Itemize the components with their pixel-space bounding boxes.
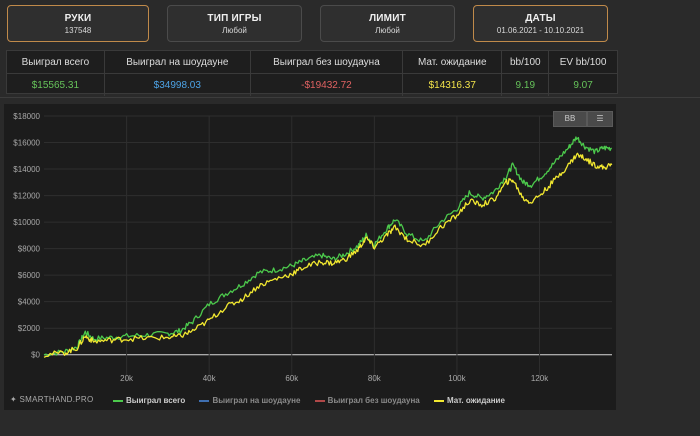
y-tick-label: $8000	[18, 245, 41, 254]
y-tick-label: $10000	[13, 218, 40, 227]
stats-header: bb/100	[501, 51, 549, 74]
legend-swatch	[113, 399, 123, 402]
stats-value-row: $15565.31 $34998.03 -$19432.72 $14316.37…	[7, 73, 617, 96]
legend-label: Выиграл на шоудауне	[212, 396, 301, 405]
filter-limit[interactable]: ЛИМИТ Любой	[320, 5, 455, 42]
y-tick-label: $18000	[13, 112, 40, 121]
x-tick-label: 60k	[285, 374, 299, 383]
y-tick-label: $16000	[13, 139, 40, 148]
filter-limit-value: Любой	[375, 26, 400, 35]
stats-header: Выиграл без шоудауна	[249, 51, 403, 74]
bb-toggle-button[interactable]: BB	[553, 111, 587, 127]
x-tick-label: 80k	[368, 374, 382, 383]
stat-bb100: 9.19	[501, 73, 549, 96]
y-tick-label: $2000	[18, 324, 41, 333]
stats-header: EV bb/100	[548, 51, 617, 74]
winnings-chart: $0 $2000 $4000 $6000 $8000 $10000 $12000 $14000…	[13, 112, 613, 383]
filter-hands[interactable]: РУКИ 137548	[7, 5, 149, 42]
stats-header: Выиграл всего	[7, 51, 105, 74]
series-line-0	[43, 136, 612, 357]
legend-label: Выиграл без шоудауна	[327, 396, 420, 405]
stat-ev-bb100: 9.07	[548, 73, 617, 96]
filter-limit-label: ЛИМИТ	[369, 13, 406, 24]
filter-dates-label: ДАТЫ	[525, 13, 556, 24]
series-line-3	[43, 152, 613, 358]
y-tick-label: $12000	[13, 192, 40, 201]
filter-hands-label: РУКИ	[64, 13, 92, 24]
stats-header: Мат. ожидание	[402, 51, 502, 74]
legend-swatch	[433, 399, 444, 402]
legend-item-total[interactable]: Выиграл всего	[113, 396, 185, 405]
brand-text: SMARTHAND.PRO	[19, 395, 94, 404]
legend-label: Выиграл всего	[126, 396, 186, 405]
stats-header-row: Выиграл всего Выиграл на шоудауне Выигра…	[7, 51, 617, 74]
y-tick-label: $6000	[18, 271, 41, 280]
legend-item-showdown[interactable]: Выиграл на шоудауне	[199, 396, 300, 405]
filter-dates-value: 01.06.2021 - 10.10.2021	[496, 26, 585, 35]
chart-legend: Выиграл всего Выиграл на шоудауне Выигра…	[113, 396, 517, 405]
filter-dates[interactable]: ДАТЫ 01.06.2021 - 10.10.2021	[473, 5, 608, 42]
menu-icon: ☰	[596, 114, 604, 123]
chart-menu-button[interactable]: ☰	[587, 111, 613, 127]
filter-hands-value: 137548	[64, 26, 92, 35]
stat-non-showdown-won: -$19432.72	[249, 73, 403, 96]
x-tick-label: 100k	[448, 374, 466, 383]
y-tick-label: $4000	[18, 298, 41, 307]
legend-item-expectation[interactable]: Мат. ожидание	[433, 396, 505, 405]
y-tick-label: $14000	[13, 165, 40, 174]
legend-swatch	[314, 399, 325, 402]
x-tick-label: 40k	[203, 374, 217, 383]
legend-swatch	[199, 399, 210, 402]
stats-header: Выиграл на шоудауне	[103, 51, 251, 74]
x-tick-label: 20k	[120, 374, 134, 383]
stat-total-won: $15565.31	[31, 79, 80, 91]
legend-item-non-showdown[interactable]: Выиграл без шоудауна	[314, 396, 420, 405]
filter-game-type-value: Любой	[222, 26, 247, 35]
x-tick-label: 120k	[531, 374, 549, 383]
filter-game-type-label: ТИП ИГРЫ	[207, 13, 262, 24]
stat-showdown-won: $34998.03	[103, 73, 251, 96]
filter-game-type[interactable]: ТИП ИГРЫ Любой	[167, 5, 302, 42]
legend-label: Мат. ожидание	[446, 396, 505, 405]
divider	[0, 97, 700, 98]
brand-watermark: ✦ SMARTHAND.PRO	[10, 395, 94, 404]
y-tick-label: $0	[31, 351, 40, 360]
stat-expectation: $14316.37	[402, 73, 502, 96]
stats-table: Выиграл всего Выиграл на шоудауне Выигра…	[6, 50, 618, 96]
